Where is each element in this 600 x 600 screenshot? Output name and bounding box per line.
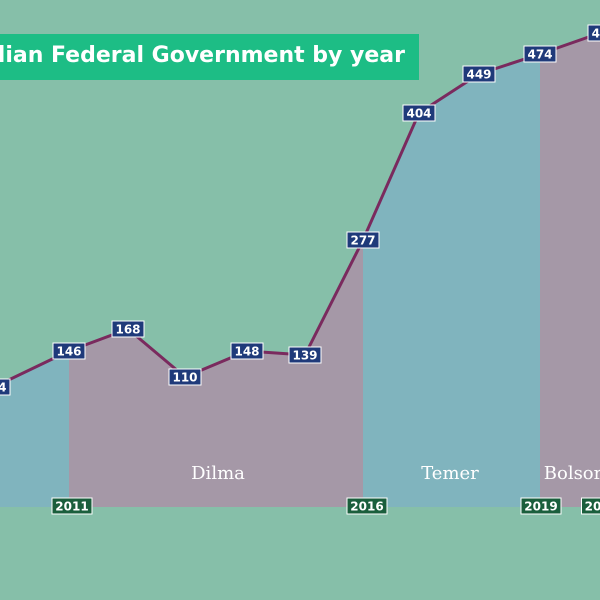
data-label: 104 — [0, 381, 7, 395]
period-band-temer — [363, 54, 540, 507]
year-tag: 2019 — [520, 497, 562, 515]
data-point: 474 — [523, 45, 557, 63]
data-point: 168 — [111, 320, 145, 338]
data-label: 49 — [592, 27, 600, 41]
year-tag: 2016 — [346, 497, 388, 515]
data-label-box — [288, 346, 322, 364]
year-tag-label: 2016 — [350, 500, 383, 514]
chart-title: e Brazilian Federal Government by year — [0, 43, 405, 68]
year-tag-label: 2019 — [524, 500, 557, 514]
data-point: 404 — [402, 104, 436, 122]
data-point: 104 — [0, 378, 11, 396]
data-label: 148 — [234, 345, 259, 359]
data-label: 449 — [466, 68, 491, 82]
data-point: 110 — [168, 368, 202, 386]
year-tag-box — [51, 497, 93, 515]
data-point: 139 — [288, 346, 322, 364]
year-tag: 2011 — [51, 497, 93, 515]
year-tag-box — [581, 497, 600, 515]
year-tag: 20 — [581, 497, 600, 515]
data-label-box — [523, 45, 557, 63]
data-label: 404 — [406, 107, 431, 121]
data-label-box — [587, 24, 600, 42]
period-band-dilma — [69, 240, 363, 507]
data-label-box — [402, 104, 436, 122]
data-label-box — [0, 378, 11, 396]
data-point: 148 — [230, 342, 264, 360]
period-label: Temer — [421, 463, 479, 484]
period-band-first — [0, 351, 69, 507]
data-point: 49 — [587, 24, 600, 42]
data-point: 146 — [52, 342, 86, 360]
year-tag-box — [346, 497, 388, 515]
data-label: 168 — [115, 323, 140, 337]
data-label-box — [168, 368, 202, 386]
data-label-box — [462, 65, 496, 83]
data-label-box — [111, 320, 145, 338]
data-point: 449 — [462, 65, 496, 83]
year-tag-label: 20 — [585, 500, 600, 514]
data-label-box — [52, 342, 86, 360]
data-label: 139 — [292, 349, 317, 363]
data-label-box — [230, 342, 264, 360]
data-label: 146 — [56, 345, 81, 359]
chart-title-banner: e Brazilian Federal Government by year — [0, 34, 419, 80]
data-label: 110 — [172, 371, 197, 385]
period-label: Dilma — [191, 463, 245, 484]
period-band-bolsor — [540, 33, 600, 507]
data-label: 474 — [527, 48, 552, 62]
data-label-box — [346, 231, 380, 249]
year-tag-box — [520, 497, 562, 515]
year-tag-label: 2011 — [55, 500, 88, 514]
data-label: 277 — [350, 234, 375, 248]
period-label: Bolsor — [544, 463, 600, 484]
data-point: 277 — [346, 231, 380, 249]
